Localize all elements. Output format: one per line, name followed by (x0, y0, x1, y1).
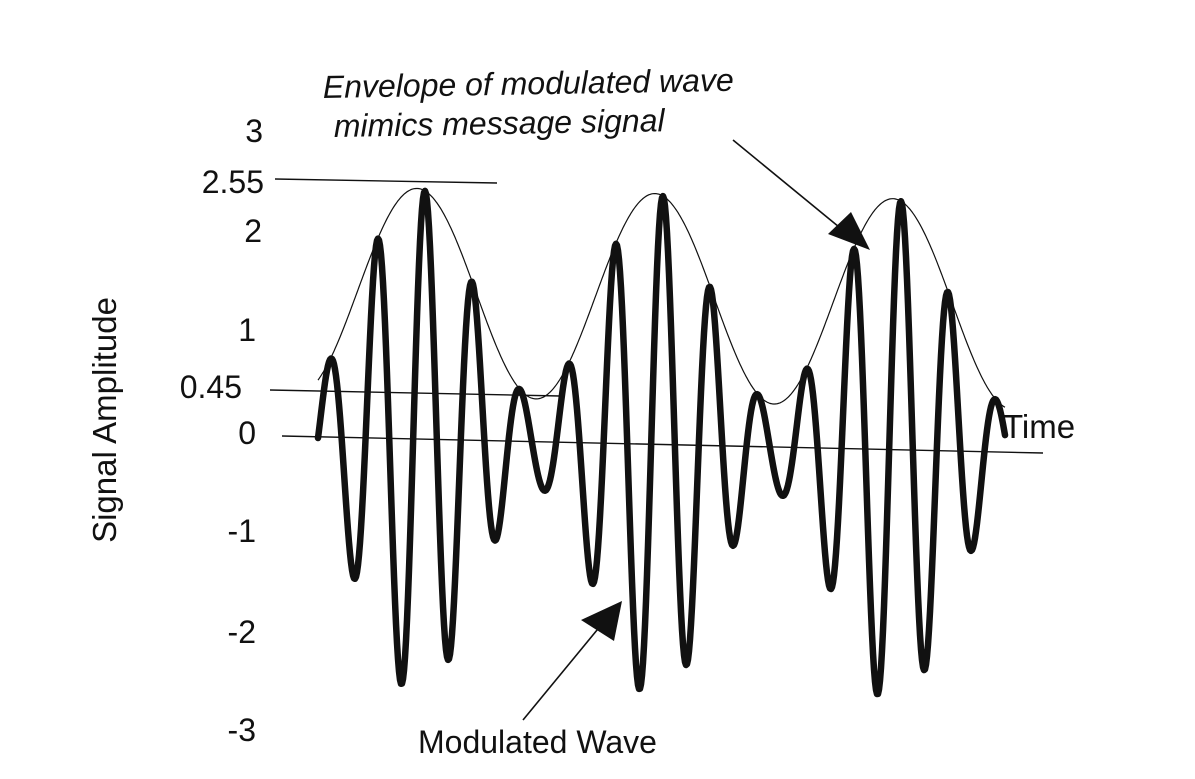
envelope-annotation-line2: mimics message signal (333, 102, 665, 144)
y-tick-labels: 3 2.55 2 1 0.45 0 -1 -2 -3 (180, 113, 264, 748)
ref-line-2.55 (274, 178, 498, 184)
modulated-wave-arrow (522, 601, 622, 721)
y-axis-title: Signal Amplitude (86, 297, 123, 543)
x-axis-title: Time (1003, 408, 1075, 445)
y-tick-label: 1 (238, 312, 256, 348)
y-tick-label: -3 (228, 712, 256, 748)
zero-line (281, 435, 1044, 454)
modulated-wave-line (314, 187, 1009, 698)
envelope-annotation-line1: Envelope of modulated wave (322, 62, 734, 105)
envelope-arrow (732, 139, 870, 250)
y-tick-label: 2 (244, 213, 262, 249)
y-tick-label: 0 (238, 415, 256, 451)
y-tick-label: 3 (245, 113, 263, 149)
y-tick-label: 0.45 (180, 369, 242, 405)
y-tick-label: -1 (228, 513, 256, 549)
modulated-wave-label: Modulated Wave (418, 724, 657, 760)
y-tick-label: -2 (228, 614, 256, 650)
y-tick-label: 2.55 (202, 164, 264, 200)
